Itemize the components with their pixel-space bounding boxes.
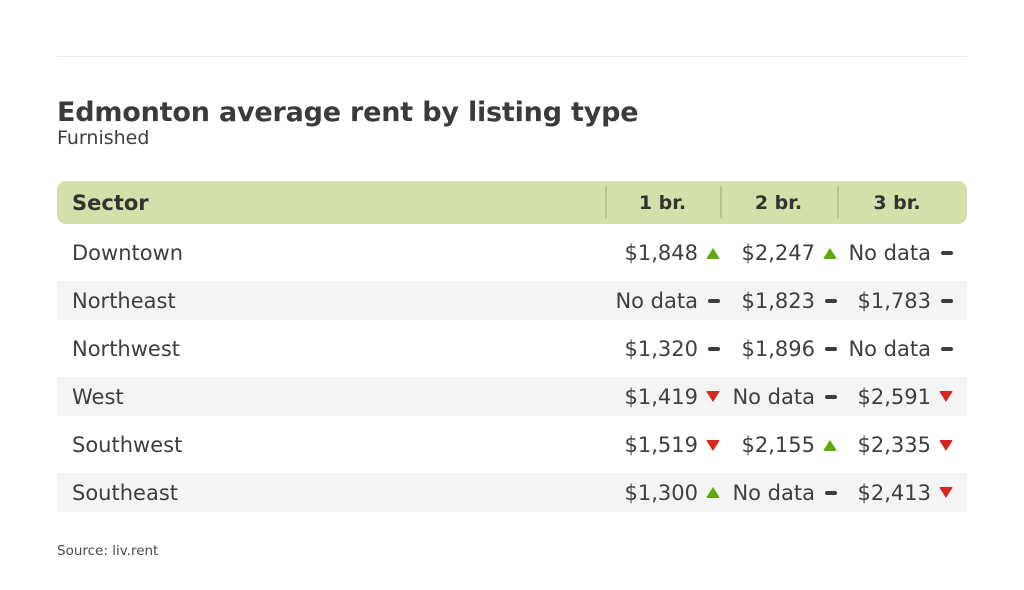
table-row: Southeast $1,300 No data $2,413 [57,469,967,517]
rent-value: $1,419 [624,384,698,409]
rent-value-cell: No data [605,289,720,313]
rent-value: No data [615,288,698,313]
trend-flat-icon [708,347,720,351]
rent-value: $2,591 [857,384,931,409]
trend-indicator-slot [931,439,953,451]
trend-flat-icon [825,347,837,351]
trend-down-icon [706,439,720,451]
trend-flat-icon [708,298,720,303]
trend-indicator-slot [698,247,720,259]
trend-flat-icon [941,347,953,351]
trend-indicator-slot [698,439,720,451]
trend-indicator-slot [815,298,837,303]
card-top-divider [57,56,967,57]
rent-value: No data [848,337,931,361]
trend-indicator-slot [931,251,953,255]
trend-indicator-slot [815,247,837,259]
trend-indicator-slot [698,391,720,402]
rent-value: No data [732,384,815,409]
rent-value-cell: $1,419 [605,385,720,409]
trend-flat-icon [825,298,837,303]
rent-value: $2,413 [857,480,931,505]
sector-label: Southwest [72,433,183,457]
column-header-1br: 1 br. [605,185,720,218]
trend-indicator-slot [931,347,953,351]
table-header-row: Sector 1 br. 2 br. 3 br. [57,181,967,224]
source-attribution: Source: liv.rent [57,543,159,559]
rent-value-cell: No data [720,481,837,505]
sector-label: Northwest [72,337,181,361]
rent-value: $1,783 [857,288,931,313]
trend-indicator-slot [815,490,837,495]
rent-value-cell: $1,783 [837,289,967,313]
table-row: Downtown $1,848 $2,247 No data [57,229,967,277]
trend-down-icon [939,439,953,451]
rent-value: $2,155 [741,433,815,457]
table-row: Northeast No data $1,823 $1,783 [57,277,967,325]
trend-indicator-slot [815,439,837,451]
trend-indicator-slot [931,298,953,303]
rent-value-cell: $1,300 [605,481,720,505]
rent-value: No data [732,480,815,505]
table-row: West $1,419 No data $2,591 [57,373,967,421]
rent-value-cell: $1,320 [605,337,720,361]
sector-label: Downtown [72,241,184,265]
rent-value-cell: No data [837,241,967,265]
column-header-3br: 3 br. [837,185,967,218]
rent-value-cell: No data [720,385,837,409]
trend-indicator-slot [815,394,837,399]
rent-value: $2,335 [857,433,931,457]
trend-down-icon [706,391,720,402]
rent-value-cell: $2,335 [837,433,967,457]
table-row: Northwest $1,320 $1,896 No data [57,325,967,373]
rent-value: $1,823 [741,288,815,313]
trend-indicator-slot [698,347,720,351]
rent-value-cell: $1,896 [720,337,837,361]
rent-table: Sector 1 br. 2 br. 3 br. Downtown $1,848 $… [57,181,967,517]
trend-down-icon [939,391,953,402]
rent-value-cell: $2,591 [837,385,967,409]
trend-flat-icon [941,298,953,303]
rent-value-cell: $2,155 [720,433,837,457]
sector-label: West [72,384,124,409]
rent-value-cell: $1,848 [605,241,720,265]
rent-value: $1,519 [624,433,698,457]
trend-up-icon [706,487,720,498]
rent-value: No data [848,241,931,265]
rent-value: $2,247 [741,241,815,265]
trend-indicator-slot [698,487,720,498]
rent-value-cell: $1,519 [605,433,720,457]
table-rows: Downtown $1,848 $2,247 No data Northeast No d… [57,229,967,517]
rent-value-cell: No data [837,337,967,361]
trend-up-icon [823,247,837,259]
column-header-2br: 2 br. [720,185,837,218]
column-header-sector: Sector [72,190,149,215]
table-row: Southwest $1,519 $2,155 $2,335 [57,421,967,469]
rent-value: $1,320 [624,337,698,361]
trend-down-icon [939,487,953,498]
listing-type-subtitle: Furnished [57,127,150,149]
trend-indicator-slot [931,391,953,402]
rent-value: $1,300 [624,480,698,505]
sector-label: Southeast [72,480,178,505]
rent-value: $1,848 [624,241,698,265]
trend-indicator-slot [931,487,953,498]
rent-value-cell: $2,247 [720,241,837,265]
rent-value-cell: $1,823 [720,289,837,313]
sector-label: Northeast [72,288,176,313]
rent-value: $1,896 [741,337,815,361]
trend-flat-icon [941,251,953,255]
trend-flat-icon [825,394,837,399]
trend-indicator-slot [698,298,720,303]
trend-up-icon [706,247,720,259]
page-title: Edmonton average rent by listing type [57,97,639,129]
trend-flat-icon [825,490,837,495]
rent-value-cell: $2,413 [837,481,967,505]
trend-indicator-slot [815,347,837,351]
trend-up-icon [823,439,837,451]
